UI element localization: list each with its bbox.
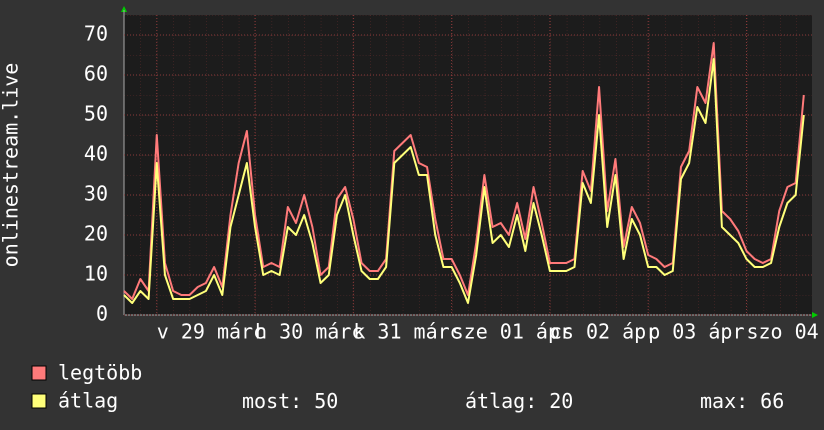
stat: átlag: 20 (465, 389, 573, 413)
legend-label: átlag (58, 389, 118, 413)
x-tick-label: szo 04 (746, 320, 818, 344)
stat-value: 66 (760, 389, 784, 413)
x-tick-label: h 30 márc (255, 320, 363, 344)
y-tick-label: 70 (84, 22, 108, 46)
legend-label: legtöbb (58, 361, 142, 385)
axis-arrow (812, 312, 818, 318)
y-tick-label: 50 (84, 102, 108, 126)
y-tick-label: 10 (84, 262, 108, 286)
stat: max: 66 (700, 389, 784, 413)
axis-arrow (121, 6, 127, 12)
y-tick-label: 20 (84, 222, 108, 246)
y-tick-label: 40 (84, 142, 108, 166)
plot-area (124, 15, 812, 315)
legend-swatch (31, 365, 47, 381)
stat-label: átlag: (465, 389, 537, 413)
x-tick-label: v 29 márc (157, 320, 265, 344)
x-tick-label: sze 01 ápr (452, 320, 572, 344)
x-tick-label: cs 02 ápr (550, 320, 658, 344)
stat-label: max: (700, 389, 748, 413)
x-tick-label: p 03 ápr (648, 320, 744, 344)
y-tick-label: 60 (84, 62, 108, 86)
stat: most: 50 (242, 389, 338, 413)
stat-value: 50 (314, 389, 338, 413)
stat-label: most: (242, 389, 302, 413)
stat-value: 20 (549, 389, 573, 413)
x-tick-label: k 31 márc (353, 320, 461, 344)
legend-swatch (31, 393, 47, 409)
series-line (123, 42, 805, 300)
y-tick-label: 30 (84, 182, 108, 206)
y-tick-label: 0 (96, 302, 108, 326)
y-axis-label: onlinestream.live (0, 63, 23, 268)
series-line (123, 58, 805, 304)
